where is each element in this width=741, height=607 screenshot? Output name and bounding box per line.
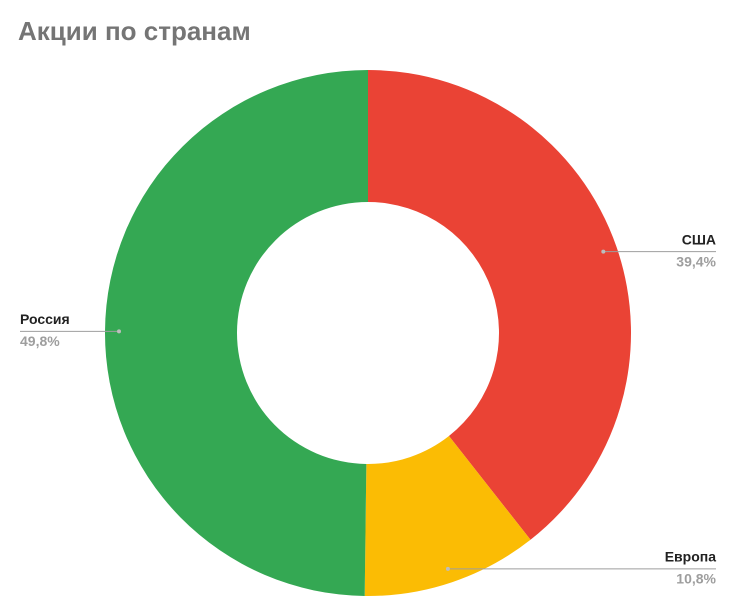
value-label: 10,8% bbox=[676, 571, 716, 587]
value-label: 39,4% bbox=[676, 253, 716, 269]
value-label: 49,8% bbox=[20, 333, 60, 349]
leader-dot bbox=[445, 566, 450, 571]
donut-slice bbox=[104, 70, 368, 596]
donut-slice bbox=[364, 436, 531, 596]
slice-label: Европа bbox=[665, 549, 717, 565]
donut-slice bbox=[368, 70, 632, 540]
slice-label: Россия bbox=[20, 311, 70, 327]
leader-dot bbox=[601, 249, 606, 254]
slice-label: США bbox=[682, 231, 716, 247]
chart-title: Акции по странам bbox=[18, 16, 251, 46]
leader-dot bbox=[117, 329, 122, 334]
